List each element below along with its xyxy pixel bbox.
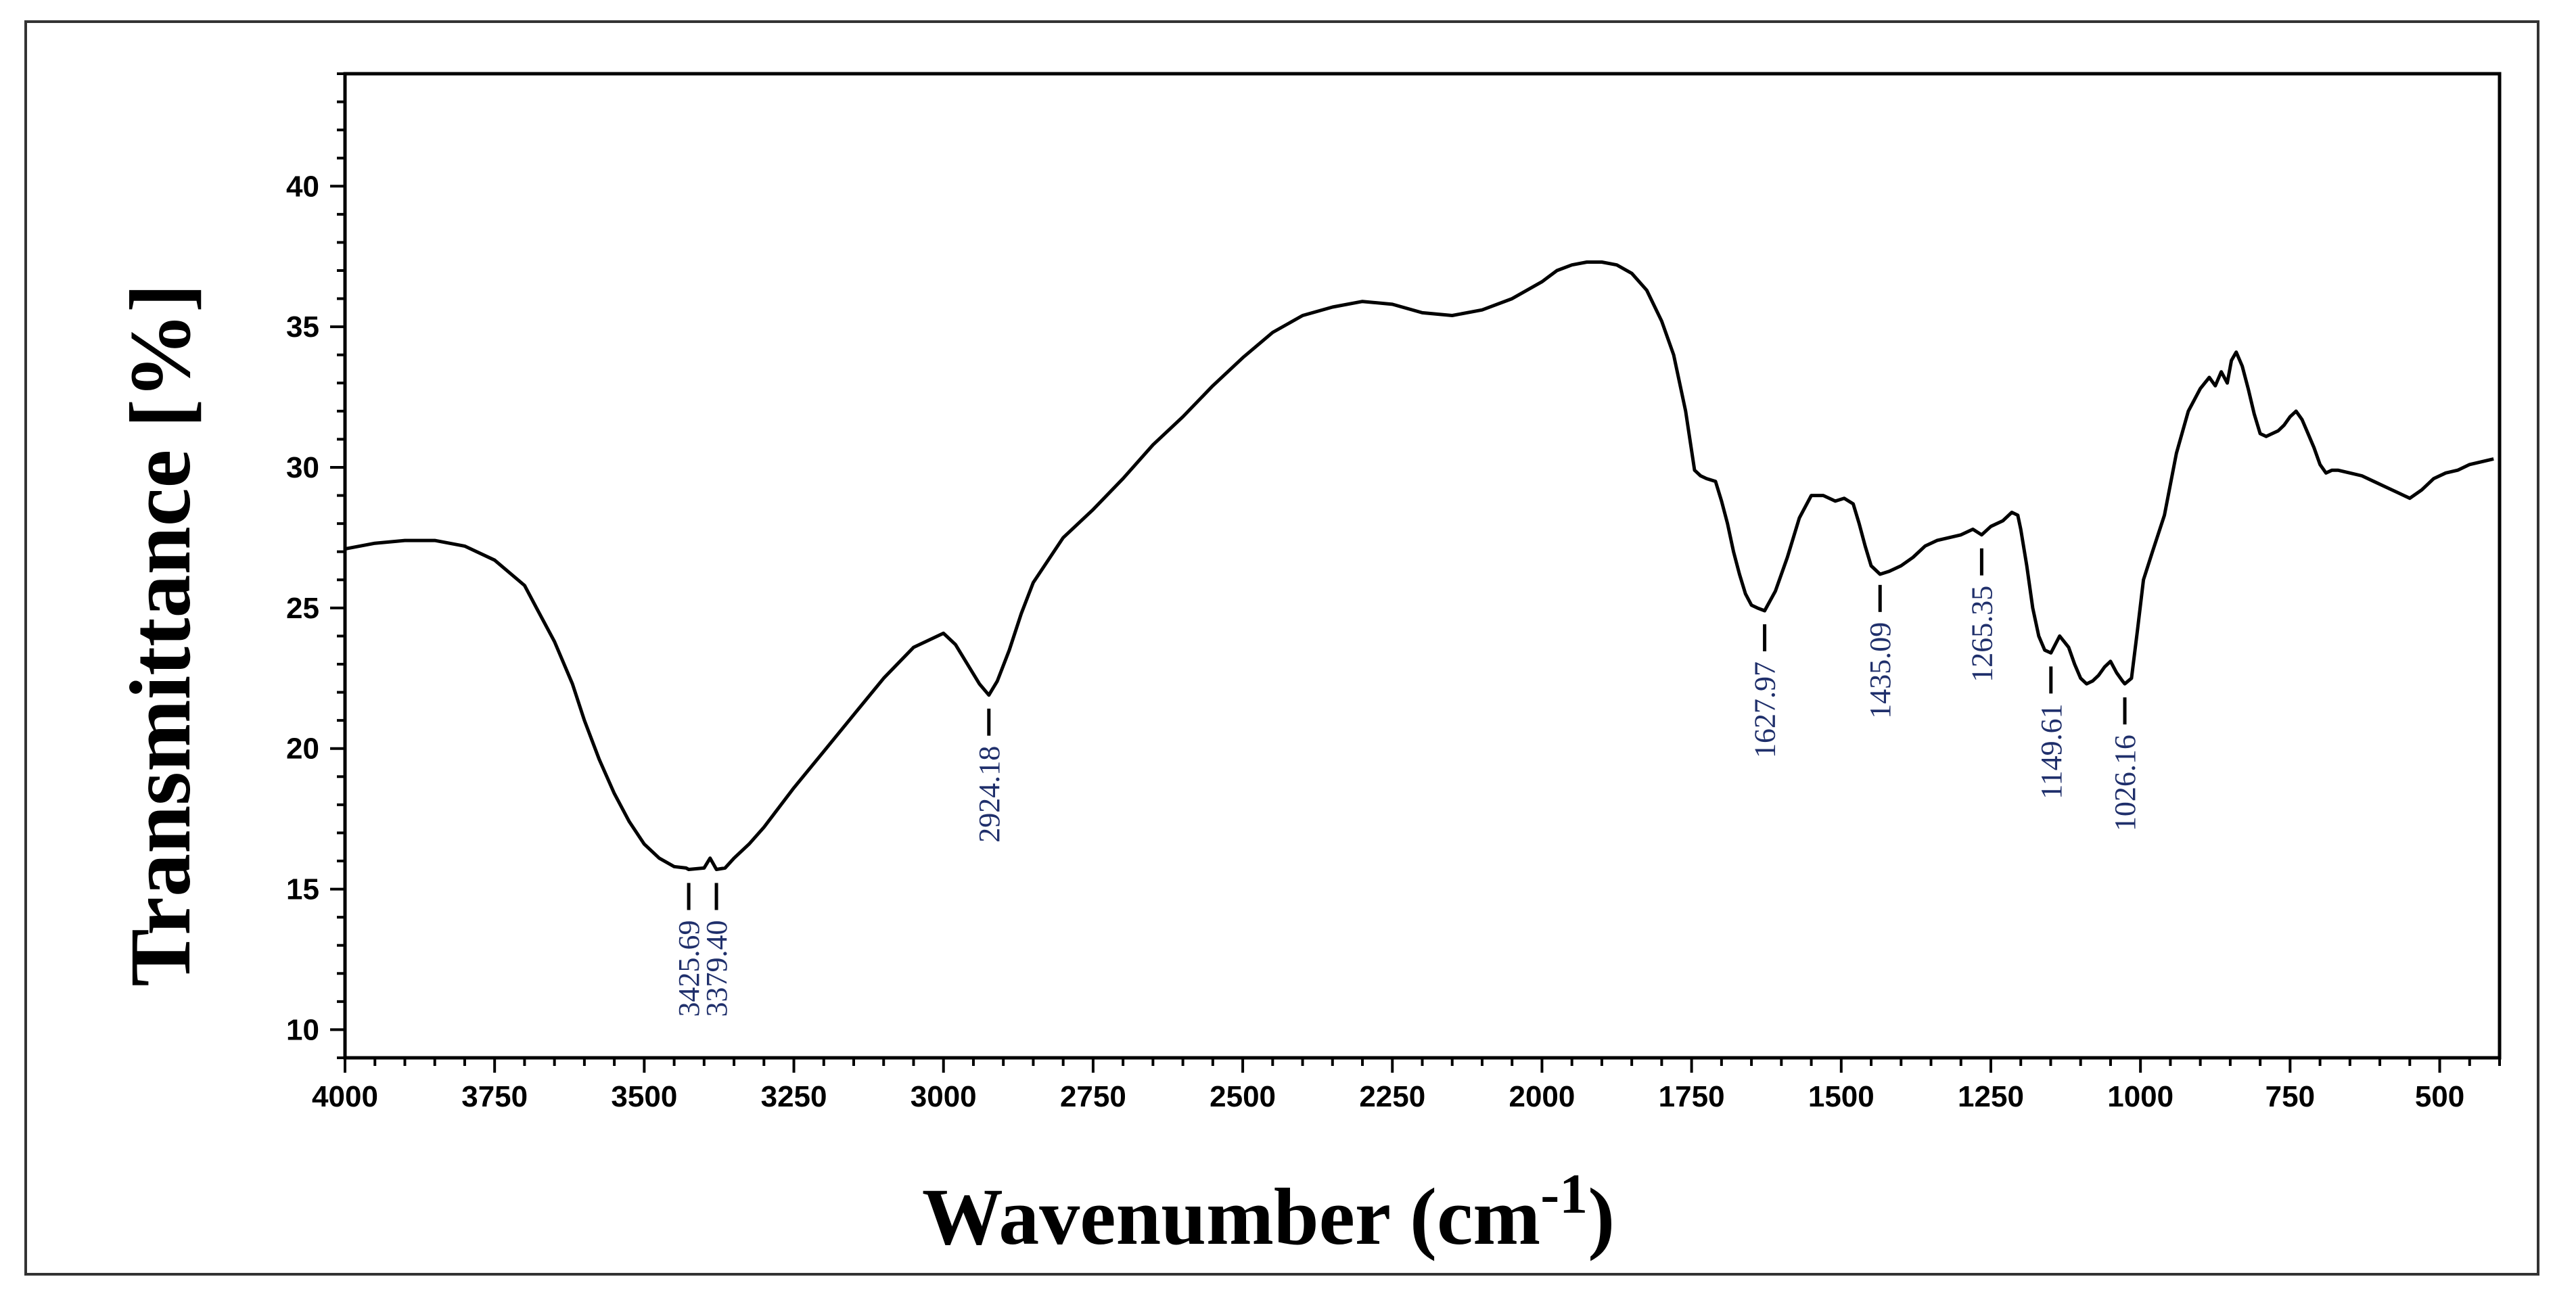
x-tick-label: 3000 — [911, 1080, 977, 1113]
x-axis-title-main: Wavenumber (cm — [922, 1171, 1540, 1261]
x-tick-label: 1750 — [1659, 1080, 1725, 1113]
y-tick-label: 40 — [286, 170, 319, 203]
x-tick-label: 3500 — [611, 1080, 677, 1113]
y-tick-label: 35 — [286, 310, 319, 344]
peak-label: 1265.35 — [1965, 586, 1998, 682]
peak-label: 2924.18 — [973, 746, 1006, 843]
x-axis-title-close: ) — [1588, 1171, 1615, 1261]
y-tick-label: 10 — [286, 1013, 319, 1046]
spectrum-line-0 — [344, 260, 2494, 871]
y-axis-title: Transmittance [%] — [112, 283, 208, 986]
x-tick-label: 2000 — [1509, 1080, 1575, 1113]
ftir-spectrum-chart: 10 15 20 25 30 35 40 4000 3750 3500 3250 3000 2750 25… — [112, 72, 2502, 1261]
y-tick-label: 30 — [286, 451, 319, 484]
y-tick-label: 20 — [286, 732, 319, 766]
axis-ticks: 10 15 20 25 30 35 40 4000 3750 3500 3250 3000 2750 25… — [286, 72, 2501, 1113]
x-tick-label: 500 — [2415, 1080, 2464, 1113]
axes — [343, 72, 2502, 1060]
x-tick-label: 3250 — [761, 1080, 827, 1113]
x-tick-label: 4000 — [312, 1080, 378, 1113]
x-axis-title: Wavenumber (cm-1) — [922, 1163, 1615, 1261]
plot-area-border — [343, 72, 2502, 1060]
peak-label: 1026.16 — [2109, 735, 2142, 831]
chart-frame: 10 15 20 25 30 35 40 4000 3750 3500 3250 3000 2750 25… — [24, 20, 2539, 1276]
x-tick-label: 2250 — [1359, 1080, 1425, 1113]
peak-label: 1627.97 — [1749, 661, 1782, 758]
peak-label: 3379.40 — [700, 921, 733, 1017]
x-axis-title-superscript: -1 — [1540, 1163, 1588, 1226]
peak-label: 1149.61 — [2035, 703, 2068, 799]
x-tick-label: 2750 — [1060, 1080, 1126, 1113]
x-tick-label: 1000 — [2107, 1080, 2174, 1113]
y-tick-label: 25 — [286, 592, 319, 625]
x-tick-label: 750 — [2266, 1080, 2315, 1113]
series-group — [344, 260, 2494, 871]
x-tick-label: 3750 — [461, 1080, 528, 1113]
x-tick-label: 2500 — [1210, 1080, 1276, 1113]
peak-label: 3425.69 — [672, 921, 706, 1017]
x-tick-label: 1500 — [1808, 1080, 1874, 1113]
x-tick-label: 1250 — [1958, 1080, 2024, 1113]
y-tick-label: 15 — [286, 873, 319, 906]
peak-label: 1435.09 — [1864, 622, 1897, 719]
